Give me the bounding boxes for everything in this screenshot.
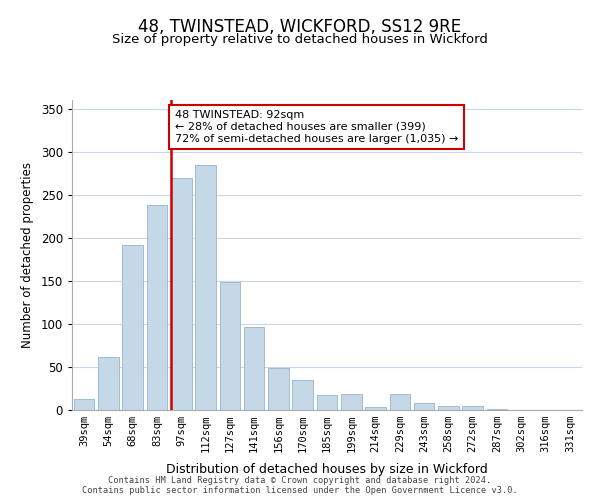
Bar: [146, 205, 167, 410]
Bar: [414, 403, 434, 410]
Bar: [463, 406, 483, 410]
Text: 48, TWINSTEAD, WICKFORD, SS12 9RE: 48, TWINSTEAD, WICKFORD, SS12 9RE: [139, 18, 461, 36]
Text: Size of property relative to detached houses in Wickford: Size of property relative to detached ho…: [112, 32, 488, 46]
Bar: [220, 282, 240, 410]
Bar: [292, 380, 313, 410]
Bar: [365, 406, 386, 410]
Bar: [389, 394, 410, 410]
X-axis label: Distribution of detached houses by size in Wickford: Distribution of detached houses by size …: [166, 464, 488, 476]
Bar: [317, 396, 337, 410]
Bar: [438, 406, 459, 410]
Bar: [268, 368, 289, 410]
Text: 48 TWINSTEAD: 92sqm
← 28% of detached houses are smaller (399)
72% of semi-detac: 48 TWINSTEAD: 92sqm ← 28% of detached ho…: [175, 110, 458, 144]
Bar: [74, 399, 94, 410]
Bar: [98, 356, 119, 410]
Y-axis label: Number of detached properties: Number of detached properties: [21, 162, 34, 348]
Text: Contains HM Land Registry data © Crown copyright and database right 2024.
Contai: Contains HM Land Registry data © Crown c…: [82, 476, 518, 495]
Bar: [341, 394, 362, 410]
Bar: [195, 164, 216, 410]
Bar: [244, 328, 265, 410]
Bar: [122, 244, 143, 410]
Bar: [171, 178, 191, 410]
Bar: [487, 409, 508, 410]
